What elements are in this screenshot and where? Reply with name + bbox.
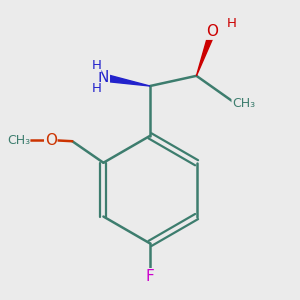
Text: H: H bbox=[91, 58, 101, 72]
Text: O: O bbox=[206, 24, 218, 39]
Text: N: N bbox=[98, 70, 109, 85]
Text: CH₃: CH₃ bbox=[7, 134, 30, 147]
Polygon shape bbox=[103, 74, 150, 86]
Text: F: F bbox=[146, 269, 154, 284]
Text: O: O bbox=[45, 133, 57, 148]
Text: H: H bbox=[227, 17, 237, 30]
Text: CH₃: CH₃ bbox=[232, 97, 255, 110]
Polygon shape bbox=[196, 31, 215, 76]
Text: H: H bbox=[91, 82, 101, 95]
